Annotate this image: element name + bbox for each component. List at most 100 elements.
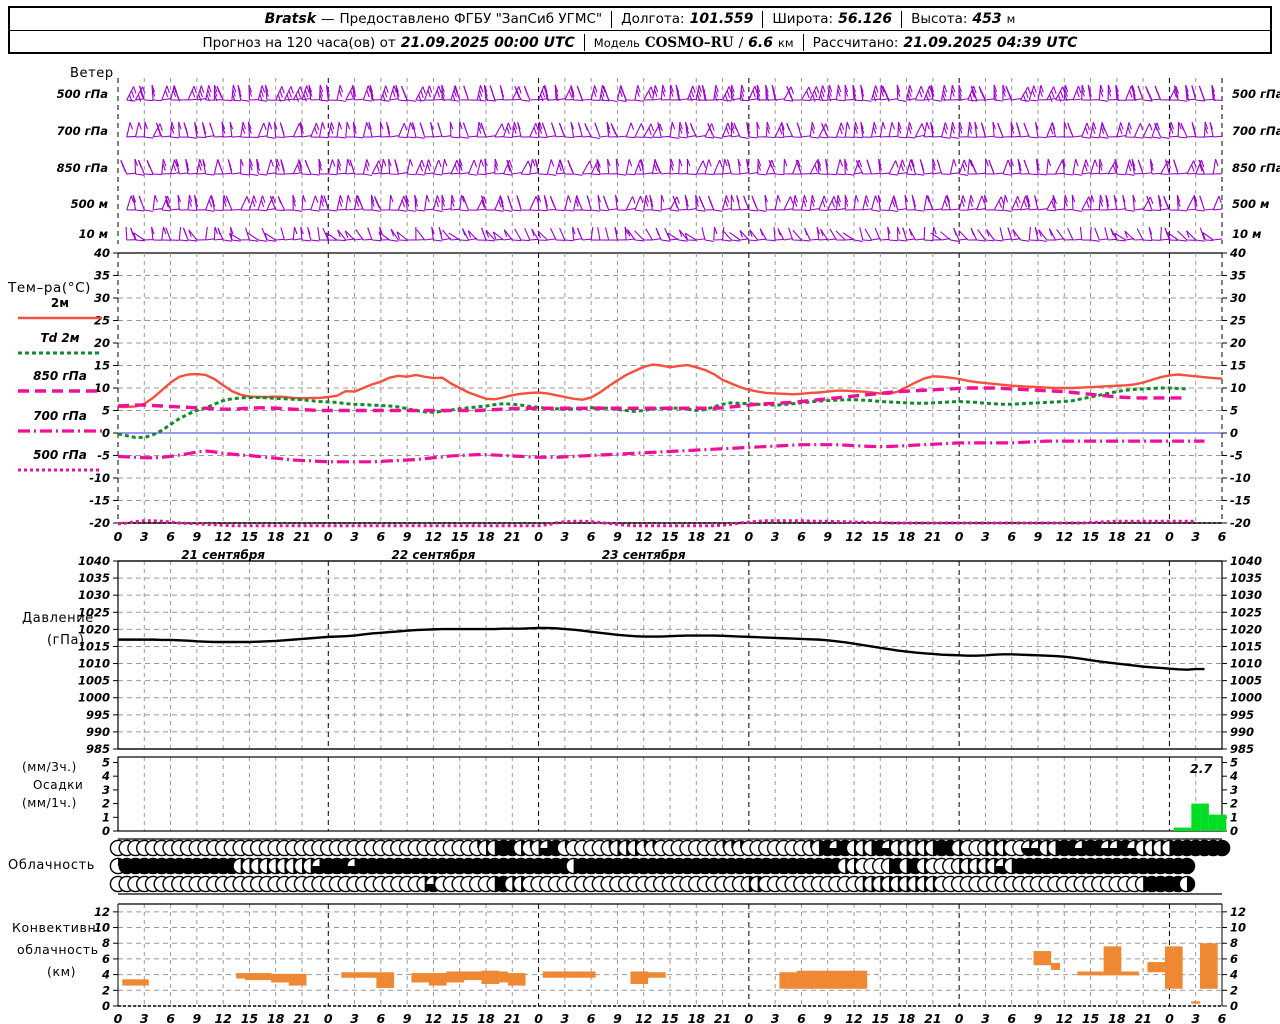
wind-barb-shaft: [774, 195, 779, 211]
wind-barb-tail: [310, 239, 320, 242]
wind-barb-tail: [144, 209, 154, 212]
wind-barb-tail: [468, 135, 478, 138]
wind-barb-shaft: [999, 227, 1004, 241]
wind-barb-shaft: [1046, 159, 1049, 175]
wind-barb-tail: [827, 98, 837, 101]
wind-barb-feather: [1049, 126, 1054, 135]
convective-title-line2: облачность: [17, 942, 99, 957]
convective-cloud-bar: [1173, 946, 1183, 989]
wind-barb-shaft: [792, 229, 802, 241]
pressure-tick-right: 1040: [1230, 554, 1262, 568]
convective-title-line1: Конвективн.: [12, 920, 101, 935]
wind-barb-shaft: [888, 122, 893, 138]
wind-barb-tail: [889, 239, 898, 242]
wind-barb-feather: [855, 194, 859, 203]
wind-barb-shaft: [266, 122, 270, 138]
wind-barb-feather: [811, 126, 815, 134]
wind-barb-shaft: [345, 159, 349, 175]
wind-level-label-left: 500 гПа: [57, 87, 109, 101]
wind-barb-tail: [1090, 136, 1100, 139]
wind-barb-tail: [1011, 172, 1021, 175]
wind-barb-feather: [828, 84, 833, 93]
wind-barb-tail: [556, 209, 565, 212]
temperature-legend-label: 500 гПа: [33, 448, 87, 462]
wind-barb-feather: [567, 195, 572, 203]
wind-barb-tail: [144, 136, 154, 139]
wind-barb-feather: [1131, 84, 1136, 93]
wind-barb-feather: [944, 122, 949, 130]
wind-barb-feather: [1064, 84, 1069, 93]
pressure-tick-left: 990: [86, 725, 110, 739]
wind-barb-feather: [194, 199, 199, 207]
wind-barb-tail: [591, 136, 600, 140]
wind-barb-tail: [188, 172, 197, 175]
wind-barb-shaft: [669, 158, 672, 175]
convective-panel: Конвективн. облачность (км) 12 12 10 10 8 8 6 6…: [0, 896, 1280, 1024]
wind-barb-shaft: [597, 227, 601, 241]
wind-barb-tail: [985, 135, 995, 138]
wind-barb-shaft: [161, 159, 164, 175]
wind-barb-feather: [648, 90, 652, 98]
wind-barb-shaft: [695, 160, 704, 175]
convective-cloud-bar: [350, 972, 360, 978]
wind-barb-feather: [455, 89, 460, 98]
wind-barb-tail: [906, 98, 916, 101]
header-divider: [583, 34, 585, 51]
wind-barb-feather: [1101, 123, 1106, 131]
wind-barb-shaft: [546, 159, 552, 175]
wind-barb-feather: [1010, 158, 1014, 167]
time-axis-label: 12: [635, 529, 652, 544]
time-axis-label: 18: [688, 1011, 706, 1024]
wind-barb-tail: [407, 173, 416, 176]
wind-barb-feather: [325, 84, 330, 93]
wind-barb-tail: [126, 135, 136, 138]
wind-barb-feather: [353, 126, 357, 134]
time-axis-label: 6: [377, 1011, 386, 1024]
wind-barb-tail: [512, 209, 522, 212]
wind-barb-tail: [661, 172, 671, 175]
wind-barb-feather: [191, 90, 196, 98]
convective-cloud-bar: [814, 970, 824, 989]
wind-barb-tail: [827, 173, 837, 176]
wind-barb-feather: [756, 89, 761, 97]
wind-barb-feather: [1018, 163, 1022, 171]
wind-barb-feather: [860, 126, 865, 134]
wind-barb-shaft: [992, 122, 995, 138]
wind-barb-shaft: [678, 158, 681, 175]
wind-barb-tail: [740, 136, 749, 139]
time-axis-label: 3: [1191, 1011, 1200, 1024]
wind-barb-tail: [477, 173, 487, 176]
wind-barb-tail: [1090, 239, 1100, 242]
wind-barb-shaft: [1125, 159, 1131, 175]
wind-barb-feather: [544, 199, 549, 207]
wind-barb-tail: [915, 173, 925, 176]
wind-barb-feather: [541, 122, 546, 131]
wind-barb-tail: [538, 97, 548, 101]
wind-barb-feather: [1218, 195, 1222, 204]
wind-barb-feather: [211, 199, 216, 207]
wind-barb-tail: [363, 238, 373, 241]
wind-barb-tail: [608, 208, 618, 211]
wind-barb-feather: [1177, 199, 1181, 207]
wind-barb-feather: [1110, 228, 1114, 236]
wind-barb-tail: [354, 208, 364, 211]
wind-barb-feather: [844, 84, 849, 93]
header-divider: [762, 10, 764, 28]
convective-cloud-bar: [779, 972, 789, 989]
wind-barb-feather: [300, 126, 304, 134]
wind-barb-tail: [1143, 239, 1152, 242]
wind-barb-feather: [410, 122, 414, 130]
wind-barb-shaft: [862, 195, 867, 211]
time-axis-label: 15: [661, 1011, 679, 1024]
wind-barb-feather: [1105, 199, 1110, 207]
wind-barb-feather: [436, 195, 441, 203]
wind-barb-shaft: [1151, 122, 1158, 138]
precip-tick-right: 1: [1230, 810, 1238, 824]
pressure-tick-left: 1005: [78, 674, 110, 688]
wind-barb-shaft: [722, 86, 730, 101]
wind-barb-feather: [281, 126, 285, 135]
wind-barb-tail: [266, 239, 276, 242]
wind-barb-shaft: [986, 229, 995, 241]
wind-barb-feather: [1132, 194, 1136, 203]
wind-barb-shaft: [896, 84, 899, 101]
